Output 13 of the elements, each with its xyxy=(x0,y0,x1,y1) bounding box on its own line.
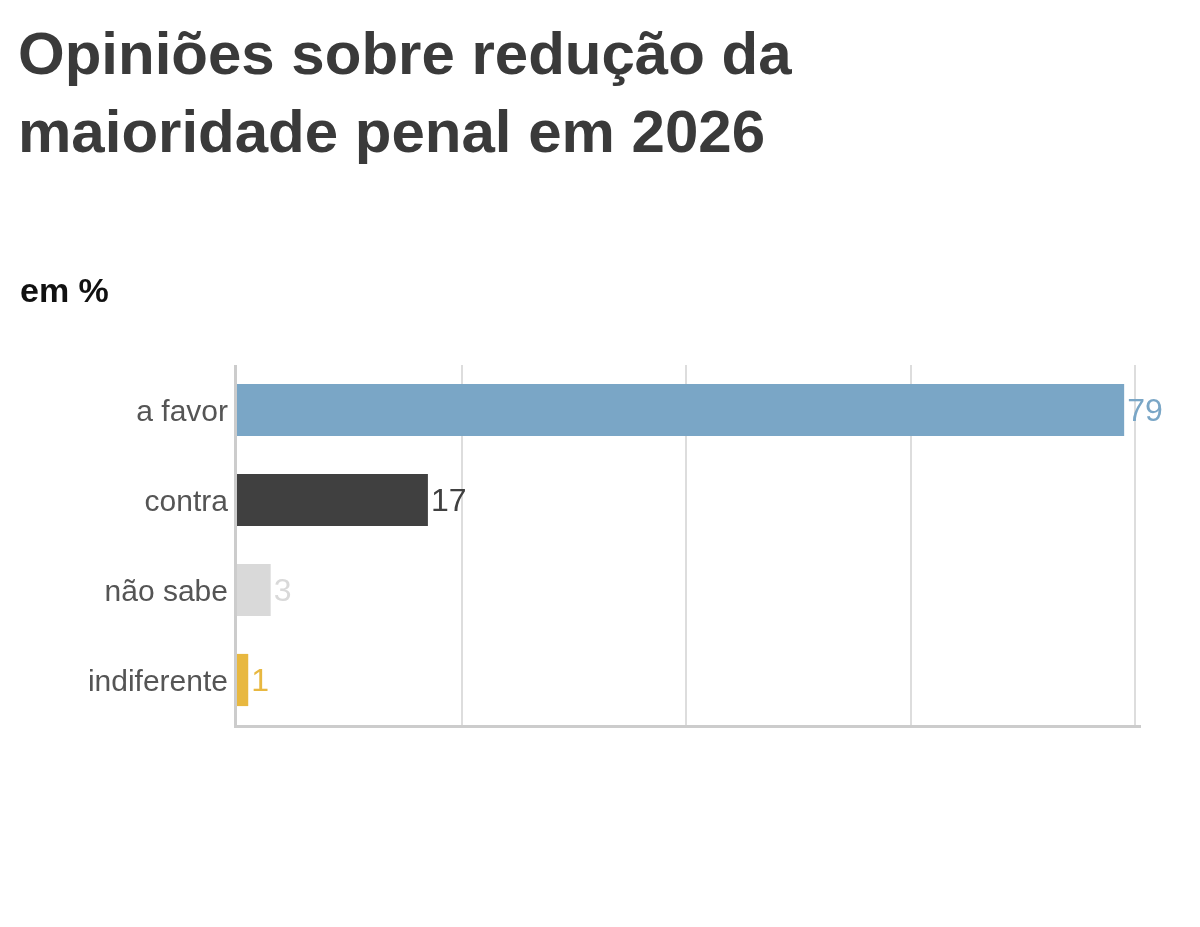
data-label: 1 xyxy=(251,662,270,698)
y-tick-label: indiferente xyxy=(87,663,228,697)
bar xyxy=(237,563,271,617)
chart-subtitle: em % xyxy=(20,271,109,309)
bar xyxy=(237,383,1125,437)
data-label: 17 xyxy=(430,482,467,518)
chart-title: Opiniões sobre redução da maioridade penal em 2026 xyxy=(18,20,793,166)
y-tick-label: contra xyxy=(144,483,229,517)
data-label: 79 xyxy=(1127,392,1163,428)
y-tick-label: não sabe xyxy=(104,573,228,607)
bar xyxy=(237,473,428,527)
y-tick-label: a favor xyxy=(136,393,228,427)
bar xyxy=(237,653,249,707)
